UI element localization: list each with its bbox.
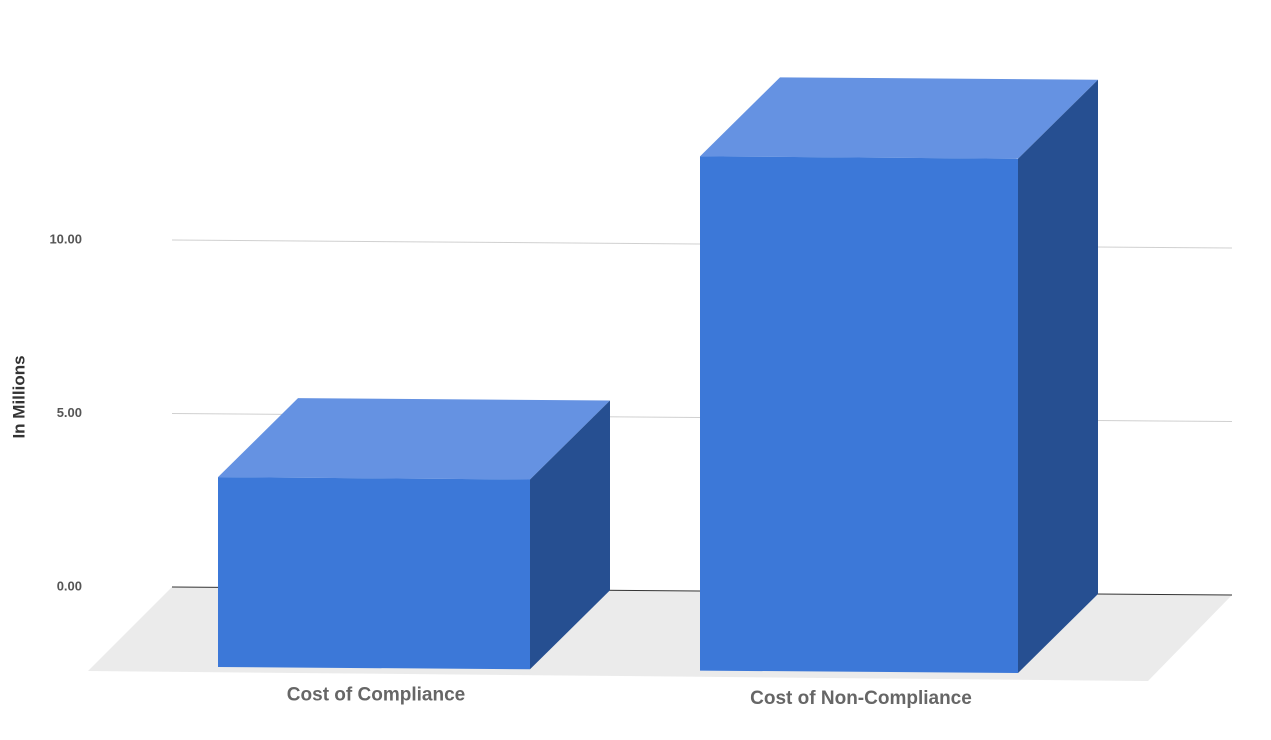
y-tick-label: 10.00 — [49, 231, 82, 246]
bar-side — [1018, 79, 1098, 673]
bar — [700, 77, 1098, 673]
bar — [218, 398, 610, 670]
bar-front — [700, 156, 1018, 673]
bar-side — [530, 400, 610, 670]
bar-top — [700, 77, 1098, 159]
x-tick-label: Cost of Non-Compliance — [750, 688, 972, 709]
y-axis-title: In Millions — [9, 355, 28, 438]
x-tick-label: Cost of Compliance — [287, 684, 465, 705]
y-tick-label: 0.00 — [57, 578, 82, 593]
bar-front — [218, 477, 530, 670]
bar-top — [218, 398, 610, 480]
y-tick-label: 5.00 — [57, 405, 82, 420]
